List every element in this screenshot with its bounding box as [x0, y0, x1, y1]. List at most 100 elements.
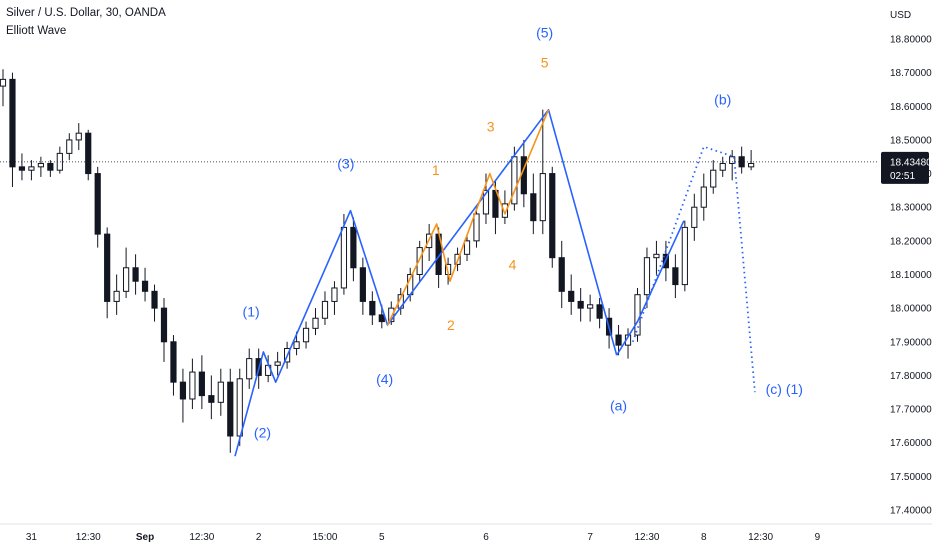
wave-label[interactable]: (c) (1): [766, 381, 803, 397]
candle-body-up: [643, 257, 651, 296]
candle-body-down: [359, 267, 366, 302]
candle-body-up: [700, 186, 707, 208]
candle-body-up: [691, 206, 698, 228]
candle-body-down: [369, 300, 376, 316]
candle: [18, 153, 26, 181]
candle-body-up: [653, 253, 660, 259]
candle: [672, 254, 679, 299]
price-tick-label: 18.60000: [890, 102, 932, 113]
candle: [85, 129, 92, 181]
indicator-name[interactable]: Elliott Wave: [6, 25, 67, 37]
candle: [681, 220, 688, 292]
candle-body-up: [321, 300, 329, 319]
wave-label[interactable]: (4): [376, 371, 393, 387]
candle-body-down: [132, 267, 139, 282]
wave-line-projection-b[interactable]: [616, 220, 685, 356]
candle-body-down: [170, 341, 177, 383]
candle: [104, 227, 111, 319]
candle-body-down: [141, 280, 149, 292]
candle-body-down: [94, 173, 101, 235]
candle-body-down: [198, 371, 205, 397]
candle: [47, 160, 54, 177]
wave-label[interactable]: (3): [337, 155, 354, 171]
candle: [587, 294, 594, 322]
time-tick-label: 5: [379, 532, 385, 543]
wave-labels-layer: (1) (2) (3) (4) (5) 5 1 2 3 4 (a) (b) (c) (1): [243, 24, 803, 440]
candle: [179, 368, 187, 423]
candle-body-down: [558, 257, 565, 292]
candle: [729, 150, 736, 181]
candle: [37, 156, 44, 177]
bar-countdown: 02:51: [890, 171, 915, 182]
price-tick-label: 18.70000: [890, 68, 932, 79]
candle: [246, 348, 253, 389]
candle-body-up: [587, 304, 594, 309]
candle-body-up: [634, 294, 641, 336]
wave-label[interactable]: 3: [487, 118, 495, 134]
price-tick-label: 18.20000: [890, 236, 932, 247]
candle-body-up: [388, 307, 395, 323]
candle-body-up: [719, 162, 726, 171]
wave-line-projection-dotted[interactable]: [631, 145, 756, 393]
candle: [643, 247, 651, 309]
candle-body-up: [710, 169, 717, 188]
candle: [208, 375, 215, 420]
wave-label[interactable]: (a): [610, 398, 627, 414]
candle-body-up: [331, 287, 338, 302]
candle-body-up: [37, 162, 44, 168]
candle: [596, 298, 603, 329]
candle: [56, 146, 63, 174]
candle-body-up: [274, 361, 281, 366]
time-tick-label: 8: [701, 532, 707, 543]
candle-body-up: [113, 290, 120, 302]
time-tick-label: 31: [26, 532, 38, 543]
wave-label[interactable]: (1): [243, 304, 260, 320]
candle-body-down: [9, 78, 16, 168]
candle: [198, 355, 205, 410]
wave-label[interactable]: 2: [447, 317, 455, 333]
candle: [463, 234, 471, 262]
candle: [160, 298, 168, 362]
candle-body-up: [416, 247, 423, 275]
candle: [350, 217, 357, 282]
candle: [141, 267, 149, 302]
candle: [66, 133, 73, 161]
candle-body-up: [66, 139, 73, 154]
wave-label[interactable]: (b): [714, 92, 731, 108]
wave-label[interactable]: (5): [536, 24, 553, 40]
wave-label[interactable]: 1: [432, 162, 440, 178]
candle-body-down: [104, 233, 111, 302]
price-tick-label: 17.80000: [890, 371, 932, 382]
candle-body-down: [577, 300, 584, 309]
wave-line-intermediate[interactable]: [386, 109, 550, 326]
time-tick-label: 7: [587, 532, 593, 543]
candle-body-up: [340, 226, 348, 289]
candle-body-up: [293, 341, 300, 350]
candle-body-up: [539, 173, 546, 222]
time-tick-label: 12:30: [76, 532, 101, 543]
candle: [568, 274, 575, 315]
price-tick-label: 18.50000: [890, 135, 932, 146]
price-tick-label: 18.10000: [890, 270, 932, 281]
candle: [359, 257, 366, 315]
candle: [615, 324, 622, 356]
candle: [331, 281, 338, 315]
time-tick-label: 6: [483, 532, 489, 543]
candle-body-up: [729, 156, 736, 164]
candle-body-up: [0, 78, 7, 87]
time-tick-label: 12:30: [189, 532, 214, 543]
candle: [530, 173, 537, 235]
candle: [75, 123, 82, 151]
candle-body-up: [28, 166, 35, 171]
time-tick-label: 2: [256, 532, 262, 543]
candle: [748, 150, 755, 171]
candle: [558, 240, 565, 309]
price-tick-label: 17.40000: [890, 506, 932, 517]
candle: [151, 284, 158, 322]
wave-label[interactable]: 5: [541, 55, 549, 71]
candle: [634, 287, 641, 342]
wave-label[interactable]: 4: [509, 256, 517, 272]
candle: [539, 109, 546, 235]
wave-label[interactable]: (2): [254, 425, 271, 441]
